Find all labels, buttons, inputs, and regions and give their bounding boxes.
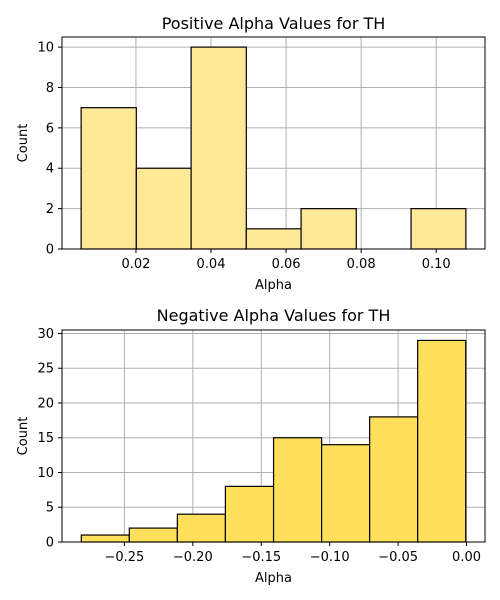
x-axis-label: Alpha: [255, 278, 292, 293]
y-tick-label: 0: [46, 243, 54, 258]
histogram-bar: [300, 208, 357, 250]
x-tick-label: −0.15: [241, 550, 281, 565]
histogram-bar: [369, 416, 419, 543]
histogram-bar: [410, 208, 467, 250]
x-tick-label: −0.10: [310, 550, 350, 565]
x-tick-label: −0.05: [378, 550, 418, 565]
x-tick-label: 0.02: [121, 257, 150, 272]
x-tick-label: −0.25: [104, 550, 144, 565]
histogram-bar: [224, 485, 275, 543]
histogram-bar: [190, 46, 247, 250]
chart-title: Negative Alpha Values for TH: [157, 306, 391, 325]
x-tick-label: 0.08: [347, 257, 376, 272]
x-tick-label: 0.06: [272, 257, 301, 272]
y-tick-label: 30: [37, 327, 54, 342]
x-tick-label: −0.20: [173, 550, 213, 565]
plot-frame: [61, 36, 486, 250]
y-tick-label: 10: [37, 466, 54, 481]
y-tick-label: 25: [37, 362, 54, 377]
y-tick-label: 4: [46, 162, 54, 177]
x-axis-label: Alpha: [255, 571, 292, 586]
y-axis-label: Count: [16, 417, 31, 456]
chart-title: Positive Alpha Values for TH: [162, 14, 386, 33]
histogram-bar: [128, 527, 178, 543]
histogram-bar: [245, 228, 302, 250]
histogram-bar: [135, 167, 192, 250]
y-tick-label: 5: [46, 501, 54, 516]
x-tick-label: 0.04: [197, 257, 226, 272]
y-axis-label: Count: [16, 124, 31, 163]
y-tick-label: 15: [37, 431, 54, 446]
histogram-bar: [272, 437, 323, 543]
histogram-bar: [417, 339, 467, 543]
negative-alpha-histogram: −0.25 −0.20 −0.15 −0.10 −0.05 0.00 0 5 10 15 20 25 3…: [16, 306, 486, 586]
histogram-bar: [80, 107, 137, 250]
positive-alpha-histogram: 0.02 0.04 0.06 0.08 0.10 0 2 4 6 8 10 Positive Alph…: [16, 14, 486, 293]
y-tick-label: 8: [46, 81, 54, 96]
y-tick-label: 20: [37, 396, 54, 411]
plot-frame: [61, 329, 486, 543]
x-tick-label: 0.10: [422, 257, 451, 272]
histogram-bar: [176, 513, 226, 543]
histogram-bar: [80, 534, 130, 543]
x-tick-label: 0.00: [452, 550, 481, 565]
y-tick-label: 10: [37, 41, 54, 56]
histogram-bar: [321, 444, 371, 543]
y-tick-label: 6: [46, 121, 54, 136]
y-tick-label: 2: [46, 202, 54, 217]
y-tick-label: 0: [46, 536, 54, 551]
